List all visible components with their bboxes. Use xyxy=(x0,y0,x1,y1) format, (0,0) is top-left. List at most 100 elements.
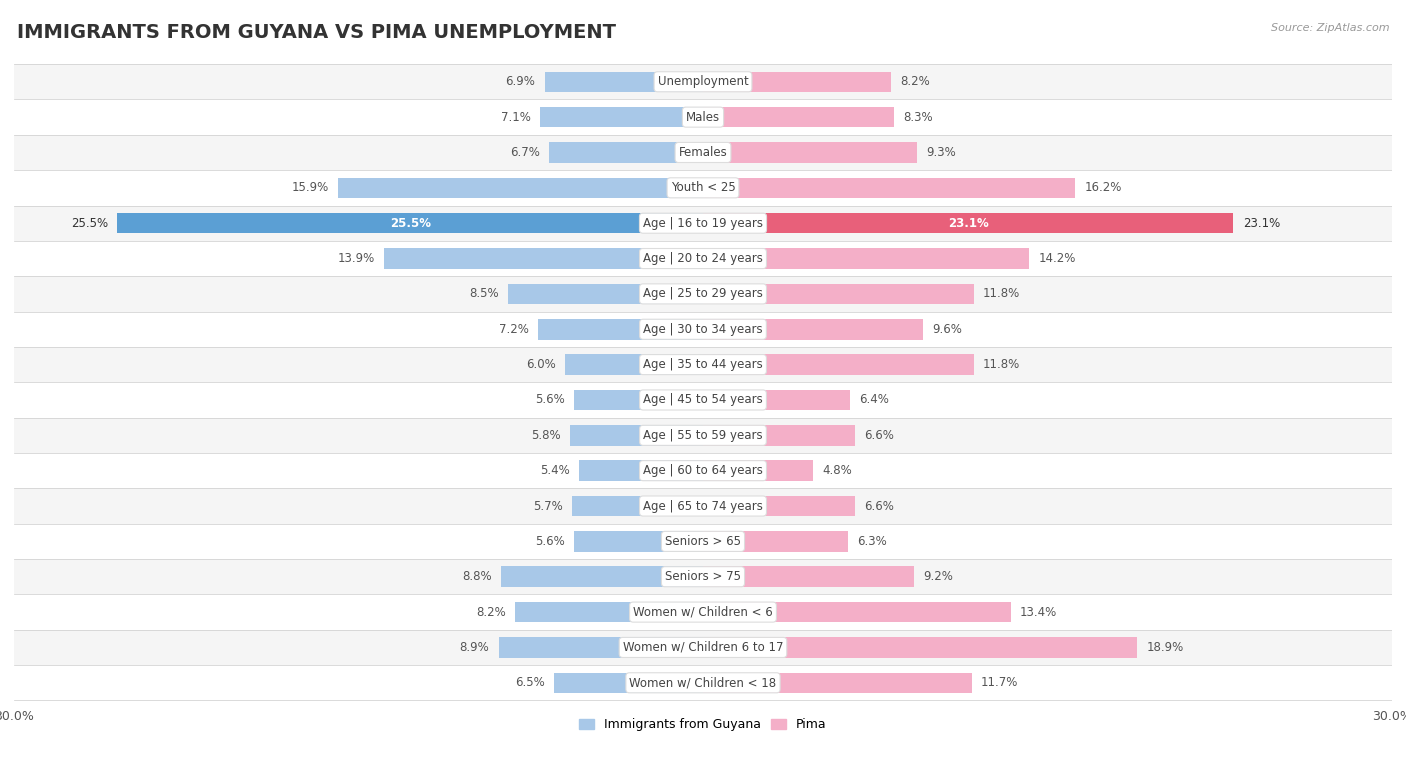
Text: 13.9%: 13.9% xyxy=(337,252,374,265)
Text: 6.9%: 6.9% xyxy=(506,75,536,89)
Bar xyxy=(703,566,914,587)
Text: 8.2%: 8.2% xyxy=(900,75,931,89)
Bar xyxy=(544,71,703,92)
Text: 6.7%: 6.7% xyxy=(510,146,540,159)
Bar xyxy=(515,602,703,622)
Bar xyxy=(703,178,1076,198)
Bar xyxy=(579,460,703,481)
Text: 15.9%: 15.9% xyxy=(291,182,329,195)
Text: Youth < 25: Youth < 25 xyxy=(671,182,735,195)
Text: Age | 16 to 19 years: Age | 16 to 19 years xyxy=(643,217,763,229)
Text: 9.2%: 9.2% xyxy=(924,570,953,583)
Bar xyxy=(703,390,851,410)
Bar xyxy=(550,142,703,163)
Bar xyxy=(117,213,703,233)
Text: 23.1%: 23.1% xyxy=(1243,217,1279,229)
Text: 8.3%: 8.3% xyxy=(903,111,932,123)
Bar xyxy=(14,559,1392,594)
Text: Age | 20 to 24 years: Age | 20 to 24 years xyxy=(643,252,763,265)
Bar xyxy=(508,284,703,304)
Bar xyxy=(572,496,703,516)
Text: 6.4%: 6.4% xyxy=(859,394,889,407)
Text: Males: Males xyxy=(686,111,720,123)
Text: 5.4%: 5.4% xyxy=(540,464,569,477)
Bar xyxy=(14,99,1392,135)
Bar xyxy=(14,665,1392,700)
Text: 7.1%: 7.1% xyxy=(501,111,531,123)
Text: 6.6%: 6.6% xyxy=(863,500,894,512)
Bar xyxy=(565,354,703,375)
Text: 11.8%: 11.8% xyxy=(983,358,1021,371)
Bar xyxy=(501,566,703,587)
Bar xyxy=(703,213,1233,233)
Text: 9.3%: 9.3% xyxy=(925,146,956,159)
Text: Seniors > 65: Seniors > 65 xyxy=(665,535,741,548)
Bar xyxy=(14,276,1392,312)
Bar xyxy=(14,312,1392,347)
Bar xyxy=(575,390,703,410)
Text: 4.8%: 4.8% xyxy=(823,464,852,477)
Text: Females: Females xyxy=(679,146,727,159)
Bar xyxy=(384,248,703,269)
Legend: Immigrants from Guyana, Pima: Immigrants from Guyana, Pima xyxy=(574,713,832,737)
Bar xyxy=(14,135,1392,170)
Bar xyxy=(537,319,703,339)
Text: Women w/ Children 6 to 17: Women w/ Children 6 to 17 xyxy=(623,641,783,654)
Bar xyxy=(703,531,848,552)
Text: 23.1%: 23.1% xyxy=(948,217,988,229)
Text: Age | 55 to 59 years: Age | 55 to 59 years xyxy=(643,428,763,442)
Bar xyxy=(703,354,974,375)
Text: Women w/ Children < 18: Women w/ Children < 18 xyxy=(630,676,776,690)
Text: 18.9%: 18.9% xyxy=(1146,641,1184,654)
Bar xyxy=(703,107,894,127)
Bar xyxy=(703,637,1137,658)
Bar xyxy=(703,142,917,163)
Text: Unemployment: Unemployment xyxy=(658,75,748,89)
Text: 16.2%: 16.2% xyxy=(1084,182,1122,195)
Bar xyxy=(14,170,1392,205)
Bar xyxy=(703,319,924,339)
Text: 8.8%: 8.8% xyxy=(463,570,492,583)
Text: 25.5%: 25.5% xyxy=(389,217,430,229)
Bar xyxy=(14,418,1392,453)
Text: Age | 65 to 74 years: Age | 65 to 74 years xyxy=(643,500,763,512)
Bar xyxy=(703,496,855,516)
Bar xyxy=(14,347,1392,382)
Bar xyxy=(703,602,1011,622)
Bar xyxy=(703,71,891,92)
Text: Age | 35 to 44 years: Age | 35 to 44 years xyxy=(643,358,763,371)
Bar xyxy=(575,531,703,552)
Text: 11.7%: 11.7% xyxy=(981,676,1018,690)
Text: Age | 25 to 29 years: Age | 25 to 29 years xyxy=(643,288,763,301)
Text: 6.5%: 6.5% xyxy=(515,676,544,690)
Bar xyxy=(499,637,703,658)
Text: 5.8%: 5.8% xyxy=(531,428,561,442)
Bar xyxy=(540,107,703,127)
Text: Seniors > 75: Seniors > 75 xyxy=(665,570,741,583)
Text: 25.5%: 25.5% xyxy=(72,217,108,229)
Text: Women w/ Children < 6: Women w/ Children < 6 xyxy=(633,606,773,618)
Text: 14.2%: 14.2% xyxy=(1038,252,1076,265)
Text: 8.2%: 8.2% xyxy=(475,606,506,618)
Bar xyxy=(14,524,1392,559)
Bar xyxy=(569,425,703,446)
Bar xyxy=(703,460,813,481)
Bar xyxy=(703,672,972,693)
Text: 13.4%: 13.4% xyxy=(1019,606,1057,618)
Text: 5.6%: 5.6% xyxy=(536,394,565,407)
Bar xyxy=(554,672,703,693)
Bar xyxy=(337,178,703,198)
Bar xyxy=(14,241,1392,276)
Bar xyxy=(14,630,1392,665)
Bar xyxy=(703,425,855,446)
Text: 9.6%: 9.6% xyxy=(932,322,963,336)
Text: 6.0%: 6.0% xyxy=(526,358,555,371)
Bar xyxy=(14,594,1392,630)
Text: 8.5%: 8.5% xyxy=(470,288,499,301)
Bar xyxy=(14,488,1392,524)
Text: Age | 60 to 64 years: Age | 60 to 64 years xyxy=(643,464,763,477)
Bar xyxy=(14,453,1392,488)
Text: 7.2%: 7.2% xyxy=(499,322,529,336)
Text: Age | 45 to 54 years: Age | 45 to 54 years xyxy=(643,394,763,407)
Bar xyxy=(703,284,974,304)
